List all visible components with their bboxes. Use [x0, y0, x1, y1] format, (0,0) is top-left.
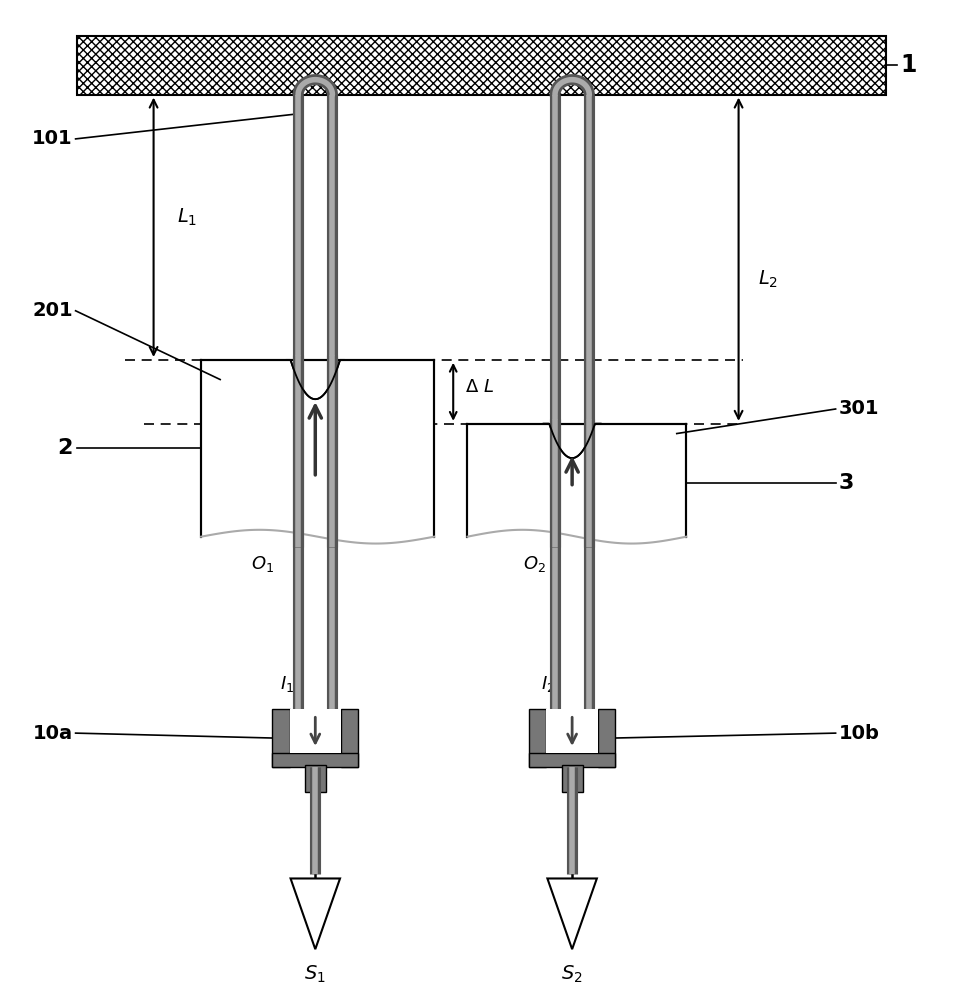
Text: $S_2$: $S_2$ [560, 964, 582, 985]
Text: $O_1$: $O_1$ [252, 554, 274, 575]
Text: 10b: 10b [838, 723, 879, 742]
Polygon shape [547, 878, 597, 949]
Bar [467, 424, 685, 537]
Text: 1: 1 [900, 54, 916, 77]
Text: $I_1$: $I_1$ [280, 674, 294, 694]
Bar [529, 709, 546, 767]
Text: 201: 201 [32, 301, 72, 320]
Text: $S_1$: $S_1$ [304, 964, 326, 985]
Text: $L_1$: $L_1$ [177, 207, 197, 228]
Bar [340, 709, 357, 767]
Text: $L_2$: $L_2$ [757, 269, 777, 289]
Text: 10a: 10a [32, 723, 72, 742]
Text: 301: 301 [838, 399, 878, 418]
Bar [273, 709, 290, 767]
Text: $I_2$: $I_2$ [540, 674, 555, 694]
Text: 101: 101 [32, 130, 72, 149]
Bar [273, 753, 357, 767]
Bar [529, 753, 615, 767]
Text: $\Delta\ L$: $\Delta\ L$ [464, 378, 494, 395]
Bar [598, 709, 615, 767]
Bar [201, 360, 434, 537]
Text: $O_2$: $O_2$ [522, 554, 545, 575]
Bar [305, 764, 325, 792]
Bar [546, 709, 598, 753]
Text: 3: 3 [838, 473, 853, 493]
Bar [561, 764, 582, 792]
Bar [290, 709, 340, 753]
Bar [77, 36, 885, 95]
Text: 2: 2 [57, 438, 72, 458]
Polygon shape [291, 878, 339, 949]
